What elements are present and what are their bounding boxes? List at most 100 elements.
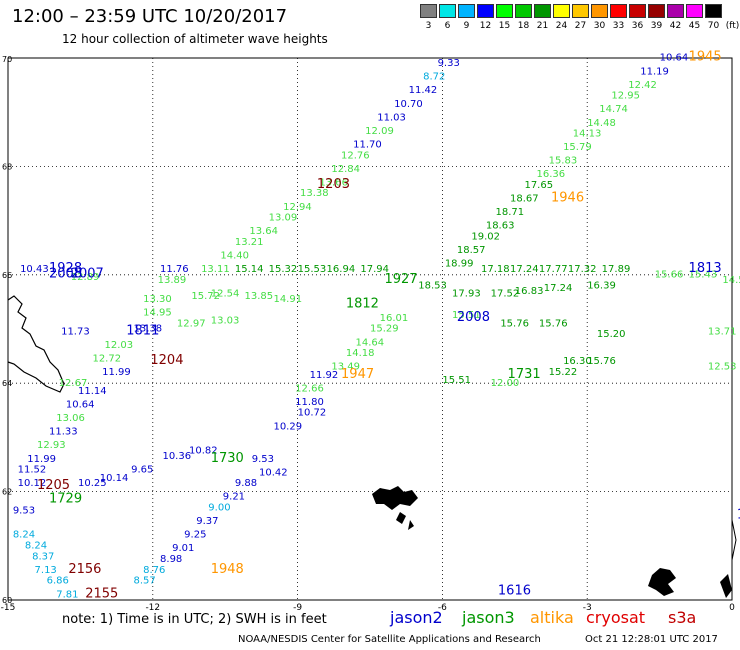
wave-height-label: 13.38	[133, 324, 162, 335]
wave-height-label: 14.48	[587, 118, 616, 129]
wave-height-label: 8.72	[423, 72, 445, 83]
wave-height-label: 13.71	[708, 326, 737, 337]
lat-tick-label: 62	[2, 488, 12, 497]
wave-height-label: 10.36	[162, 451, 191, 462]
wave-height-label: 6.86	[47, 576, 69, 587]
scale-label: 21	[536, 21, 549, 31]
wave-height-label: 10.14	[100, 473, 129, 484]
wave-height-label: 9.33	[438, 58, 460, 69]
wave-height-label: 17.89	[602, 264, 631, 275]
shetland-islands	[648, 568, 676, 596]
track-time-label: 2156	[68, 562, 101, 577]
wave-height-label: 12.66	[295, 383, 324, 394]
wave-height-label: 16.39	[587, 280, 616, 291]
wave-height-label: 15.14	[235, 264, 264, 275]
wave-height-label: 8.24	[25, 541, 47, 552]
scale-swatch	[667, 4, 684, 18]
wave-height-label: 14.91	[273, 294, 302, 305]
track-time-label: 1203	[317, 177, 350, 192]
track-time-label: 1948	[211, 562, 244, 577]
wave-height-label: 10.29	[273, 421, 302, 432]
scale-swatch	[515, 4, 532, 18]
wave-height-label: 17.24	[544, 283, 573, 294]
wave-height-label: 13.85	[245, 291, 274, 302]
track-time-label: 1946	[551, 191, 584, 206]
wave-height-label: 15.79	[563, 142, 592, 153]
wave-height-label: 15.51	[452, 310, 481, 321]
wave-height-label: 8.98	[160, 554, 182, 565]
wave-height-label: 9.01	[172, 543, 194, 554]
track-time-label: 1927	[384, 272, 417, 287]
scale-label: 6	[444, 21, 451, 31]
wave-height-label: 12.03	[105, 340, 134, 351]
wave-height-label: 15.53	[298, 264, 327, 275]
track-time-label: 1204	[150, 353, 183, 368]
scale-label: (ft)	[725, 21, 740, 31]
wave-height-label: 17.93	[452, 288, 481, 299]
wave-height-label: 11.92	[310, 370, 339, 381]
wave-height-label: 16.94	[327, 264, 356, 275]
wave-height-label: 9.25	[184, 530, 206, 541]
wave-height-label: 13.64	[249, 226, 278, 237]
wave-height-label: 18.57	[457, 245, 486, 256]
wave-height-label: 7.13	[35, 565, 57, 576]
wave-height-label: 15.43	[689, 270, 718, 281]
wave-height-label: 13.11	[201, 264, 230, 275]
wave-height-label: 12.54	[211, 288, 240, 299]
wave-height-label: 17.94	[360, 264, 389, 275]
scale-swatch	[572, 4, 589, 18]
wave-height-label: 12.89	[71, 272, 100, 283]
track-time-label: 2155	[85, 586, 118, 601]
wave-height-label: 12.09	[365, 126, 394, 137]
track-time-label: 1731	[508, 367, 541, 382]
wave-height-label: 15.83	[549, 156, 578, 167]
wave-height-label: 17.24	[510, 264, 539, 275]
scale-swatch	[686, 4, 703, 18]
wave-height-label: 17.32	[568, 264, 597, 275]
wave-height-label: 12.76	[341, 150, 370, 161]
wave-height-label: 17.65	[524, 180, 553, 191]
wave-height-label: 12.95	[611, 91, 640, 102]
wave-height-label: 11.33	[49, 427, 78, 438]
wave-height-label: 10.70	[394, 99, 423, 110]
wave-height-label: 18.53	[418, 280, 447, 291]
scale-swatch	[629, 4, 646, 18]
legend-s3a: s3a	[668, 608, 697, 627]
wave-height-label: 16.30	[563, 356, 592, 367]
wave-height-label: 8.76	[143, 565, 165, 576]
lon-tick-label: -3	[583, 603, 592, 613]
wave-height-label: 13.66	[319, 177, 348, 188]
scale-swatch	[591, 4, 608, 18]
wave-height-label: 14.51	[722, 275, 740, 286]
wave-height-label: 13.03	[211, 316, 240, 327]
legend-altika: altika	[530, 608, 574, 627]
wave-height-label: 18.99	[445, 259, 474, 270]
scale-label: 27	[574, 21, 587, 31]
coastlines	[7, 295, 737, 598]
iceland-coast	[7, 295, 65, 393]
scale-swatch	[420, 4, 437, 18]
scale-label: 33	[612, 21, 625, 31]
wave-height-label: 10.42	[259, 467, 288, 478]
wave-height-label: 17.18	[481, 264, 510, 275]
scale-swatch	[705, 4, 722, 18]
track-time-label: 1813	[689, 261, 722, 276]
wave-height-label: 13.38	[300, 188, 329, 199]
track-time-label: 1730	[211, 451, 244, 466]
wave-height-label: 11.76	[160, 264, 189, 275]
wave-height-label: 15.66	[655, 270, 684, 281]
scale-label: 70	[707, 21, 720, 31]
track-time-label: 2008	[457, 310, 490, 325]
wave-height-label: 14.13	[573, 129, 602, 140]
lat-tick-label: 60	[2, 596, 12, 605]
wave-height-label: 11.14	[78, 386, 107, 397]
scale-swatch	[477, 4, 494, 18]
wave-height-label: 16.01	[380, 313, 409, 324]
scale-label: 12	[479, 21, 492, 31]
wave-height-label: 11.80	[295, 397, 324, 408]
wave-height-label: 11.73	[61, 326, 90, 337]
wave-height-label: 16.36	[537, 169, 566, 180]
legend-jason3: jason3	[462, 608, 515, 627]
